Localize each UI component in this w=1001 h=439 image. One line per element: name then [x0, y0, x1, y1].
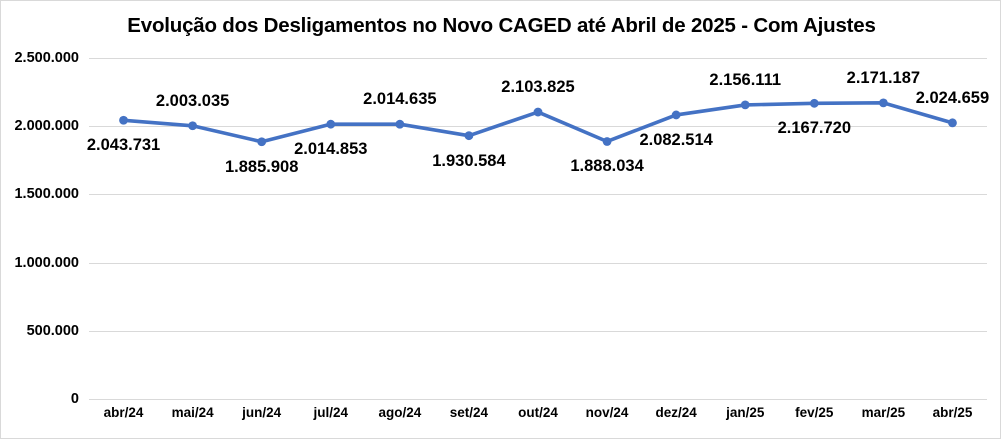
- data-point-label: 2.043.731: [86, 136, 161, 155]
- x-axis-tick-label: jul/24: [313, 405, 349, 420]
- data-point-marker: [326, 119, 336, 129]
- data-point-marker: [809, 98, 819, 108]
- data-point-marker: [948, 118, 957, 128]
- y-axis-tick-label: 0: [70, 391, 79, 407]
- data-point-label: 2.167.720: [777, 119, 851, 138]
- data-point-label: 2.103.825: [501, 78, 575, 97]
- line-series: [119, 98, 957, 147]
- y-axis-tick-label: 2.500.000: [14, 50, 79, 66]
- data-point-label: 1.930.584: [432, 151, 506, 170]
- y-axis-tick-label: 1.500.000: [14, 186, 79, 203]
- data-point-marker: [602, 137, 612, 146]
- data-point-marker: [878, 98, 888, 108]
- x-axis-tick-label: mar/25: [861, 405, 906, 420]
- gridline: [89, 262, 987, 264]
- data-point-marker: [464, 131, 474, 141]
- data-point-label: 2.014.635: [363, 90, 437, 109]
- data-point-marker: [740, 100, 750, 110]
- y-axis-tick-label: 2.000.000: [14, 118, 79, 135]
- data-point-marker: [671, 110, 681, 120]
- data-point-marker: [533, 107, 543, 117]
- data-point-label: 2.156.111: [709, 70, 782, 89]
- data-point-label: 2.024.659: [915, 88, 990, 107]
- plot-area: [89, 58, 987, 400]
- series-markers: [119, 98, 957, 147]
- y-axis-tick-label: 1.000.000: [14, 254, 79, 271]
- x-axis-tick-label: set/24: [449, 405, 489, 420]
- x-axis-tick-label: fev/25: [795, 405, 834, 420]
- x-axis-tick-label: jan/25: [726, 405, 765, 420]
- data-point-marker: [119, 115, 128, 125]
- x-axis-tick-label: abr/24: [103, 405, 144, 420]
- x-axis-tick-label: nov/24: [585, 405, 629, 420]
- chart-title: Evolução dos Desligamentos no Novo CAGED…: [127, 14, 876, 37]
- y-axis-tick-label: 500.000: [26, 322, 79, 339]
- data-point-marker: [257, 137, 267, 147]
- x-axis-tick-label: abr/25: [932, 405, 973, 420]
- x-axis-tick-label: ago/24: [378, 405, 422, 420]
- data-point-label: 2.082.514: [639, 130, 713, 149]
- x-axis-tick-label: mai/24: [171, 405, 214, 420]
- x-axis-tick-label: dez/24: [655, 405, 697, 420]
- gridline: [89, 330, 987, 332]
- gridline: [89, 126, 987, 128]
- data-point-label: 2.171.187: [846, 68, 921, 87]
- data-point-marker: [395, 119, 405, 129]
- gridline: [89, 399, 987, 400]
- data-point-label: 2.014.853: [294, 140, 368, 159]
- gridline: [89, 58, 987, 59]
- x-axis-tick-label: out/24: [518, 405, 558, 420]
- data-point-marker: [188, 121, 198, 131]
- data-point-label: 1.888.034: [570, 157, 644, 176]
- x-axis-tick-label: jun/24: [242, 405, 282, 420]
- data-point-label: 1.885.908: [224, 157, 299, 176]
- data-point-label: 2.003.035: [155, 91, 230, 110]
- gridline: [89, 194, 987, 196]
